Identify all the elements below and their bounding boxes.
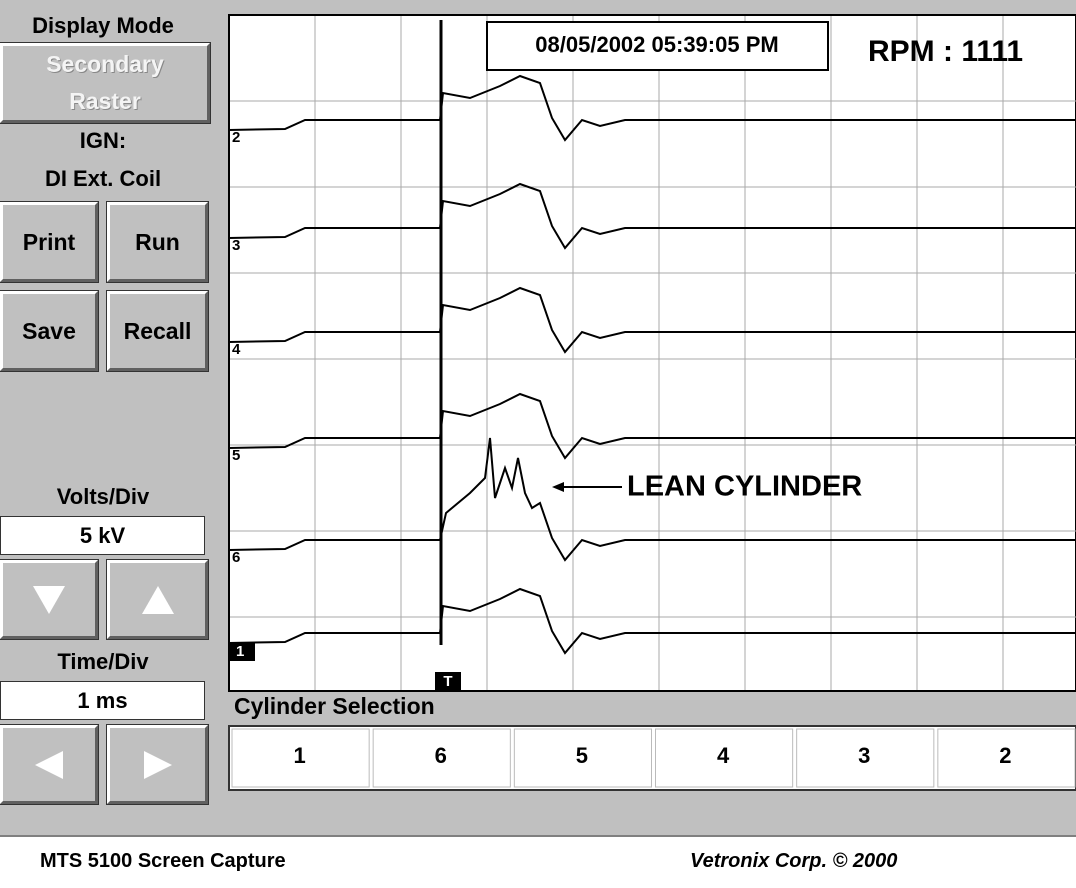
trace-label: 1 [236,643,244,660]
display-mode-button[interactable]: Secondary Raster [0,42,211,124]
arrow-head [552,482,564,492]
trigger-label: T [443,673,452,690]
time-div-value: 1 ms [0,681,205,720]
cylinder-label[interactable]: 4 [717,743,730,768]
footer-copyright: Vetronix Corp. © 2000 [690,850,898,872]
print-button[interactable]: Print [0,201,99,283]
cylinder-label[interactable]: 6 [435,743,447,768]
scope: 08/05/2002 05:39:05 PM RPM : 1111 LEAN C… [228,14,1076,791]
trace-label: 4 [232,341,241,358]
time-right-button[interactable] [106,724,209,805]
trace-marker [229,642,255,661]
scope-area [228,14,1076,692]
annotation: LEAN CYLINDER [627,471,862,503]
trace-label: 5 [232,447,240,464]
ign-value: DI Ext. Coil [44,166,162,191]
display-mode-label: Display Mode [32,13,174,38]
trace-label: 3 [232,237,240,254]
volts-down-button[interactable] [0,559,99,640]
cylinder-label[interactable]: 5 [576,743,588,768]
waveform-trace [228,392,1076,460]
volts-div-label: Volts/Div [56,484,150,509]
left-arrow [35,750,63,779]
rpm: RPM : 1111 [868,35,1023,68]
waveform-trace [228,182,1076,250]
footer-caption: MTS 5100 Screen Capture [40,850,286,872]
timestamp: 08/05/2002 05:39:05 PM [535,32,778,57]
trigger-marker [435,672,461,691]
cylinder-button[interactable] [655,728,794,788]
cylinder-strip [228,725,1076,791]
cylinder-button[interactable] [937,728,1076,788]
down-arrow [33,585,65,614]
waveform-trace [228,587,1076,655]
ign-label: IGN: [79,128,127,153]
time-div-label: Time/Div [57,649,149,674]
cylinder-label[interactable]: 3 [858,743,870,768]
cylinder-label[interactable]: 2 [999,743,1011,768]
up-arrow [141,585,174,614]
run-button[interactable]: Run [106,201,209,283]
volts-div-value: 5 kV [0,516,205,555]
trace-label: 6 [232,549,240,566]
save-button[interactable]: Save [0,290,99,372]
cylinder-label[interactable]: 1 [293,743,305,768]
cylinder-button[interactable] [231,728,370,788]
trace-label: 2 [232,129,240,146]
cylinder-selection-label: Cylinder Selection [234,693,435,719]
right-arrow [143,750,172,779]
waveform-trace [228,286,1076,354]
cylinder-button[interactable] [796,728,935,788]
waveform-trace [228,74,1076,142]
recall-button[interactable]: Recall [106,290,209,372]
cylinder-button[interactable] [372,728,511,788]
cylinder-button[interactable] [513,728,652,788]
volts-up-button[interactable] [106,559,209,640]
timestamp-box [486,21,829,71]
time-left-button[interactable] [0,724,99,805]
